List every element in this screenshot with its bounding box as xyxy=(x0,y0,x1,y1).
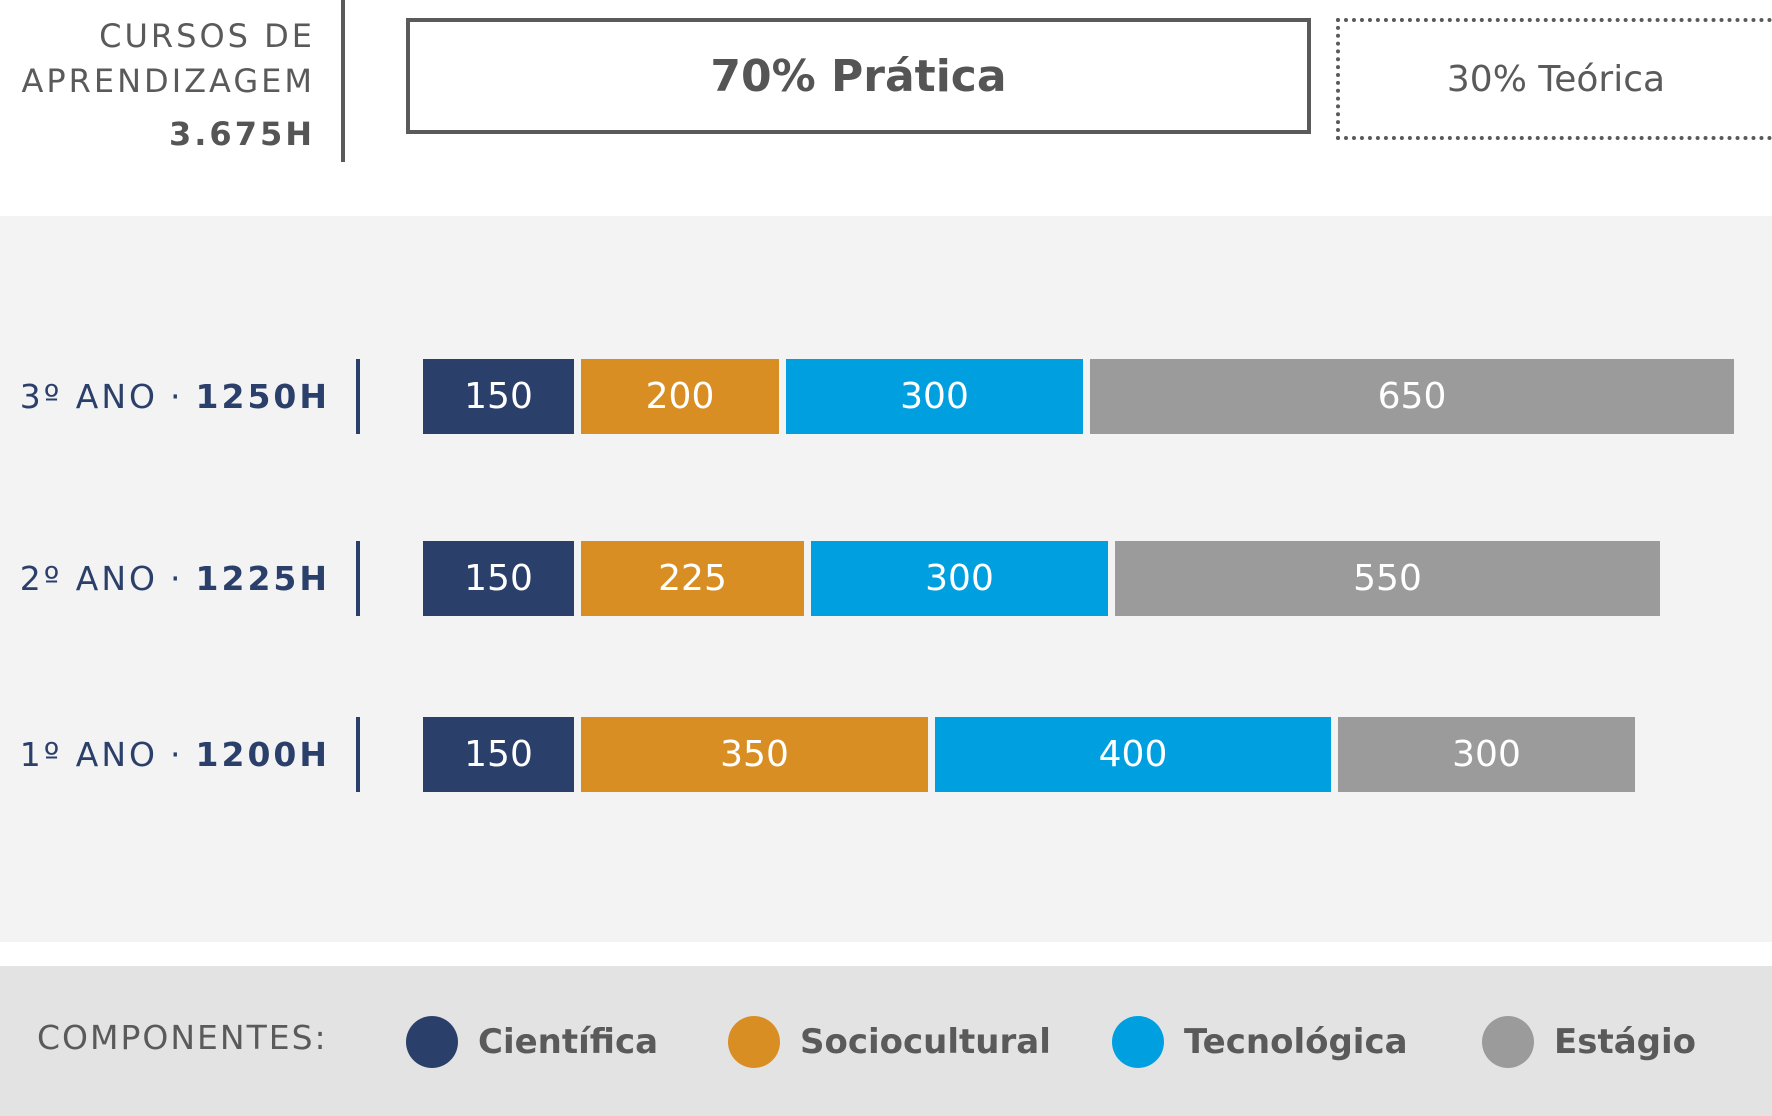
header-divider xyxy=(341,0,345,162)
teorica-box: 30% Teórica xyxy=(1336,18,1772,140)
legend-item: Sociocultural xyxy=(728,1016,1051,1068)
legend-swatch xyxy=(728,1016,780,1068)
legend-label: Estágio xyxy=(1554,1022,1697,1062)
bar-segment-científica: 150 xyxy=(423,359,574,434)
legend-swatch xyxy=(1482,1016,1534,1068)
row-dot-separator: · xyxy=(170,735,184,774)
pratica-box: 70% Prática xyxy=(406,18,1311,134)
legend-item: Científica xyxy=(406,1016,658,1068)
bar-segment-estágio: 300 xyxy=(1338,717,1635,792)
bar-segment-estágio: 550 xyxy=(1115,541,1660,616)
course-title-line1: CURSOS DE xyxy=(99,17,315,55)
row-year: 1º ANO xyxy=(19,735,159,774)
row-label: 2º ANO · 1225H xyxy=(20,541,330,616)
row-label: 3º ANO · 1250H xyxy=(20,359,330,434)
course-total-hours: 3.675H xyxy=(169,115,315,153)
legend-label: Tecnológica xyxy=(1184,1022,1408,1062)
bar-segment-sociocultural: 200 xyxy=(581,359,779,434)
row-total-hours: 1250H xyxy=(195,377,330,416)
legend: COMPONENTES: Científica Sociocultural Tecn… xyxy=(0,966,1772,1116)
bar-segment-sociocultural: 350 xyxy=(581,717,928,792)
bar-segment-tecnológica: 300 xyxy=(786,359,1083,434)
row-total-hours: 1200H xyxy=(195,735,330,774)
row-label: 1º ANO · 1200H xyxy=(20,717,330,792)
legend-item: Tecnológica xyxy=(1112,1016,1408,1068)
bar-segment-científica: 150 xyxy=(423,541,574,616)
pratica-label: 70% Prática xyxy=(710,50,1007,102)
row-total-hours: 1225H xyxy=(195,559,330,598)
bar-segment-sociocultural: 225 xyxy=(581,541,804,616)
legend-swatch xyxy=(1112,1016,1164,1068)
teorica-label: 30% Teórica xyxy=(1446,58,1666,100)
row-dot-separator: · xyxy=(170,377,184,416)
legend-label: Sociocultural xyxy=(800,1022,1051,1062)
row-divider xyxy=(356,717,360,792)
chart-panel: 3º ANO · 1250H 150 200 300 650 2º ANO · 1225H 150 2… xyxy=(0,216,1772,942)
course-title: CURSOS DE APRENDIZAGEM xyxy=(21,14,315,104)
row-divider xyxy=(356,359,360,434)
legend-swatch xyxy=(406,1016,458,1068)
bar-segment-estágio: 650 xyxy=(1090,359,1734,434)
legend-item: Estágio xyxy=(1482,1016,1696,1068)
legend-label: Científica xyxy=(478,1022,659,1062)
bar-segment-tecnológica: 400 xyxy=(935,717,1331,792)
course-title-line2: APRENDIZAGEM xyxy=(21,62,315,100)
row-divider xyxy=(356,541,360,616)
bar-segment-científica: 150 xyxy=(423,717,574,792)
row-year: 3º ANO xyxy=(19,377,159,416)
row-year: 2º ANO xyxy=(19,559,159,598)
bar-segment-tecnológica: 300 xyxy=(811,541,1108,616)
row-dot-separator: · xyxy=(170,559,184,598)
legend-title: COMPONENTES: xyxy=(37,1018,328,1057)
